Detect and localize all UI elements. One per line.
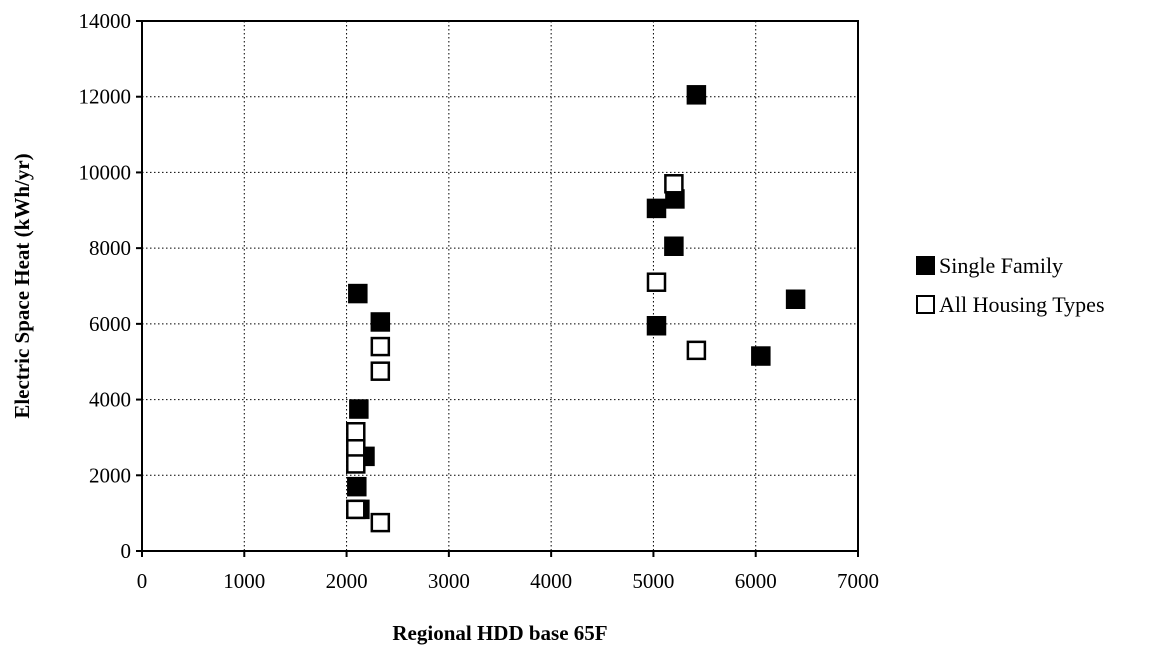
x-tick-label: 2000 xyxy=(326,569,368,593)
legend-marker-all-housing-types xyxy=(916,295,935,314)
y-tick-label: 6000 xyxy=(89,312,131,336)
data-marks xyxy=(346,85,806,533)
data-point-all-housing-types xyxy=(346,499,366,520)
x-tick-label: 0 xyxy=(137,569,148,593)
data-point-single-family xyxy=(686,85,707,105)
data-point-single-family xyxy=(785,289,806,309)
data-point-single-family xyxy=(646,316,667,336)
data-point-single-family xyxy=(347,476,367,497)
y-tick-label: 0 xyxy=(121,539,132,563)
y-tick-label: 2000 xyxy=(89,463,131,487)
data-point-all-housing-types xyxy=(346,454,366,474)
legend-marker-single-family xyxy=(916,256,935,275)
data-point-single-family xyxy=(751,346,771,366)
plot-area xyxy=(141,20,859,552)
data-point-all-housing-types xyxy=(346,422,366,442)
legend-label-all-housing-types: All Housing Types xyxy=(939,292,1105,317)
data-point-all-housing-types xyxy=(370,512,391,533)
data-point-all-housing-types xyxy=(686,340,707,361)
data-point-single-family xyxy=(349,399,369,419)
data-point-single-family xyxy=(370,312,391,332)
legend-label-single-family: Single Family xyxy=(939,253,1063,278)
x-tick-label: 7000 xyxy=(837,569,879,593)
y-axis-title: Electric Space Heat (kWh/yr) xyxy=(10,153,34,418)
x-tick-label: 3000 xyxy=(428,569,470,593)
x-tick-label: 5000 xyxy=(632,569,674,593)
y-tick-label: 12000 xyxy=(79,85,132,109)
x-axis-title: Regional HDD base 65F xyxy=(392,621,607,645)
y-tick-label: 4000 xyxy=(89,388,131,412)
y-tick-label: 8000 xyxy=(89,236,131,260)
y-tick-label: 14000 xyxy=(79,9,132,33)
legend: Single Family All Housing Types xyxy=(916,253,1105,317)
x-tick-label: 1000 xyxy=(223,569,265,593)
y-tick-label: 10000 xyxy=(79,160,132,184)
data-point-all-housing-types xyxy=(664,174,684,194)
x-tick-label: 6000 xyxy=(735,569,777,593)
data-point-single-family xyxy=(646,198,667,219)
axes: 0 2000 4000 6000 8000 10000 12000 14000 0 1000 200… xyxy=(79,9,880,593)
data-point-single-family xyxy=(348,283,368,304)
data-point-single-family xyxy=(664,236,684,256)
data-point-all-housing-types xyxy=(370,361,391,381)
data-point-all-housing-types xyxy=(370,336,391,357)
x-tick-label: 4000 xyxy=(530,569,572,593)
data-point-all-housing-types xyxy=(646,272,667,292)
